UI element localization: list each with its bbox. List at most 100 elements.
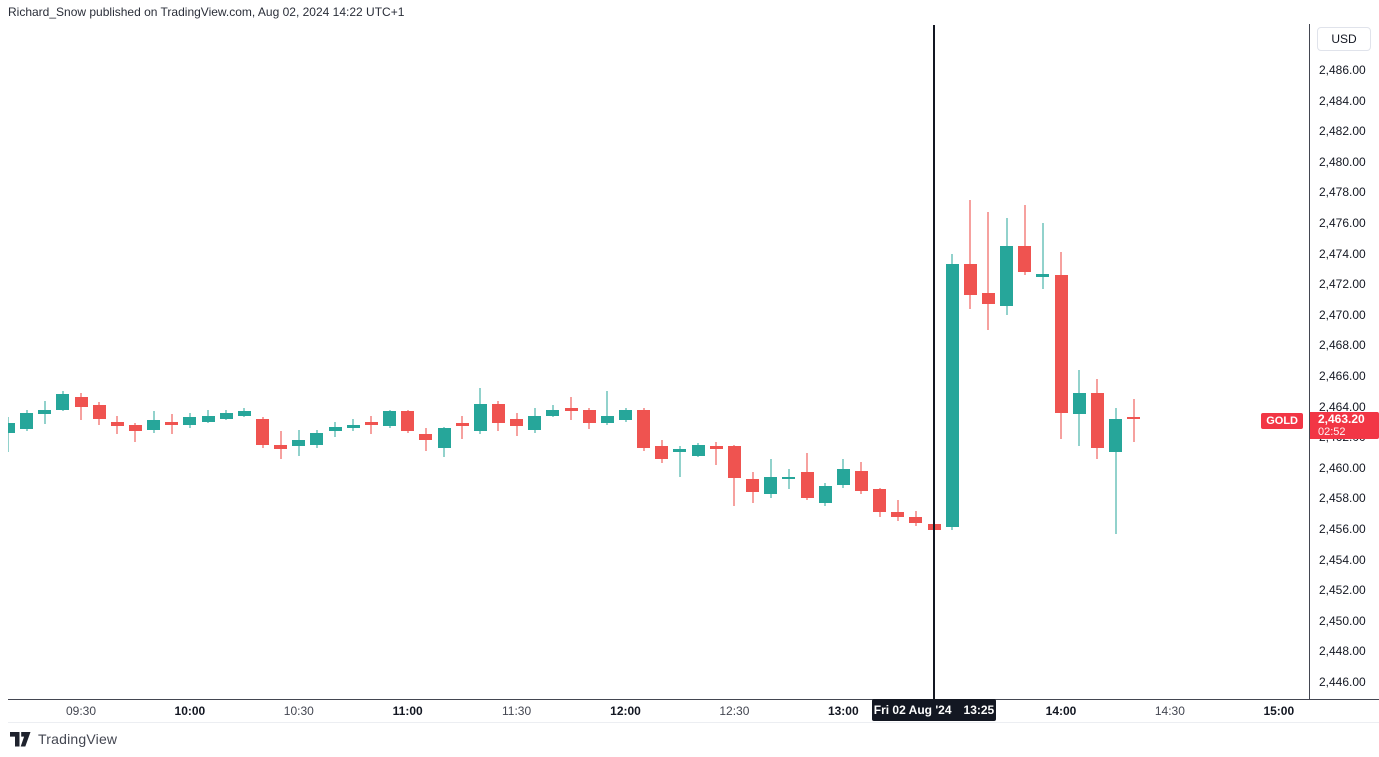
candle-body <box>1072 392 1086 415</box>
price-axis-separator <box>1309 24 1310 722</box>
candle-wick <box>678 446 681 477</box>
candle-body <box>600 415 614 424</box>
time-tick-label: 12:00 <box>610 704 641 718</box>
time-tick-label: 09:30 <box>65 704 97 718</box>
candle-body <box>328 426 342 432</box>
candle-body <box>1036 273 1050 277</box>
candle-body <box>746 478 759 493</box>
candle-body <box>455 423 469 427</box>
time-tick-label: 14:00 <box>1045 704 1077 718</box>
candle-wick <box>715 441 718 465</box>
candle-wick <box>8 417 10 453</box>
candle-wick <box>279 431 282 459</box>
tradingview-logo-text: TradingView <box>38 731 118 747</box>
candle-body <box>564 408 578 412</box>
tradingview-logo-icon <box>10 731 31 746</box>
candle-body <box>183 417 197 425</box>
crosshair-date: Fri 02 Aug '24 <box>873 703 952 717</box>
candle-body <box>401 411 415 432</box>
time-tick-label: 13:00 <box>827 704 859 718</box>
currency-button[interactable]: USD <box>1317 27 1371 51</box>
candle-body <box>673 449 687 453</box>
price-tick-label: 2,468.00 <box>1319 338 1366 353</box>
last-price-value: 2,463.20 <box>1318 412 1365 426</box>
price-tick-label: 2,484.00 <box>1319 93 1366 108</box>
candle-wick <box>606 391 609 425</box>
candle-body <box>528 415 542 430</box>
time-axis-separator <box>8 699 1379 700</box>
candle-body <box>1109 418 1122 453</box>
candle-body <box>764 477 778 494</box>
candle-body <box>38 409 52 415</box>
price-tick-label: 2,454.00 <box>1319 552 1366 567</box>
price-axis[interactable]: USD 2,486.00 2,484.00 2,482.00 2,480.00 2,47… <box>1310 24 1379 699</box>
candle-body <box>546 409 560 416</box>
candle-body <box>909 516 923 523</box>
candle-body <box>128 425 142 432</box>
time-axis[interactable]: 09:30 10:00 10:30 11:00 11:30 12:00 12:30 13:00… <box>8 700 1379 722</box>
candle-body <box>709 446 723 450</box>
candle-wick <box>1023 204 1026 275</box>
candle-body <box>727 446 741 479</box>
candle-wick <box>352 418 355 431</box>
attribution-text: Richard_Snow published on TradingView.co… <box>8 5 405 19</box>
price-tick-label: 2,476.00 <box>1319 216 1366 230</box>
price-tick-label: 2,460.00 <box>1319 460 1366 475</box>
crosshair-vertical-line <box>933 25 935 699</box>
candle-body <box>873 489 887 513</box>
candle-body <box>92 405 106 419</box>
time-tick-label: 11:00 <box>392 704 423 718</box>
candle-body <box>510 418 524 427</box>
candle-body <box>473 403 487 431</box>
candle-body <box>147 420 161 430</box>
time-tick-label: 10:30 <box>283 704 314 718</box>
candle-body <box>346 425 360 429</box>
candle-body <box>782 477 796 479</box>
price-tick-label: 2,486.00 <box>1319 63 1366 77</box>
candle-body <box>437 428 451 448</box>
candle-body <box>854 470 868 491</box>
candle-body <box>691 444 705 456</box>
candle-wick <box>461 415 464 439</box>
last-price-label: 2,463.20 02:52 <box>1310 412 1379 439</box>
candle-body <box>419 434 433 441</box>
candle-body <box>201 415 215 422</box>
candle-body <box>1090 392 1104 448</box>
candle-wick <box>1114 408 1117 534</box>
candle-body <box>74 397 88 407</box>
price-tick-label: 2,456.00 <box>1319 522 1366 536</box>
candle-body <box>310 432 324 445</box>
candle-body <box>891 512 905 517</box>
candle-body <box>619 409 632 421</box>
price-tick-label: 2,466.00 <box>1319 369 1366 383</box>
candle-body <box>818 486 832 503</box>
time-tick-label: 15:00 <box>1263 704 1295 718</box>
time-tick-label: 10:00 <box>174 704 206 718</box>
bar-countdown: 02:52 <box>1318 426 1346 438</box>
time-tick-label: 14:30 <box>1154 704 1185 718</box>
candle-wick <box>969 200 972 309</box>
candle-wick <box>1041 223 1044 289</box>
candle-body <box>1000 246 1014 306</box>
price-tick-label: 2,450.00 <box>1319 613 1366 628</box>
candle-body <box>491 403 505 424</box>
price-tick-label: 2,482.00 <box>1319 124 1366 139</box>
tradingview-logo[interactable]: TradingView <box>10 731 117 747</box>
candle-wick <box>787 469 790 490</box>
candle-body <box>963 264 977 295</box>
price-tick-label: 2,448.00 <box>1319 644 1366 659</box>
price-tick-label: 2,452.00 <box>1319 583 1366 598</box>
candle-body <box>637 409 651 448</box>
candle-body <box>1018 246 1032 272</box>
candle-body <box>836 469 850 485</box>
candle-body <box>364 421 378 425</box>
price-tick-label: 2,470.00 <box>1319 307 1366 322</box>
plot-area[interactable] <box>8 24 1309 699</box>
candle-wick <box>134 423 137 442</box>
time-tick-label: 12:30 <box>719 704 750 718</box>
candle-wick <box>987 212 990 331</box>
candle-body <box>1054 275 1068 413</box>
candle-body <box>800 472 814 499</box>
candle-body <box>292 440 306 447</box>
candle-body <box>981 293 995 305</box>
